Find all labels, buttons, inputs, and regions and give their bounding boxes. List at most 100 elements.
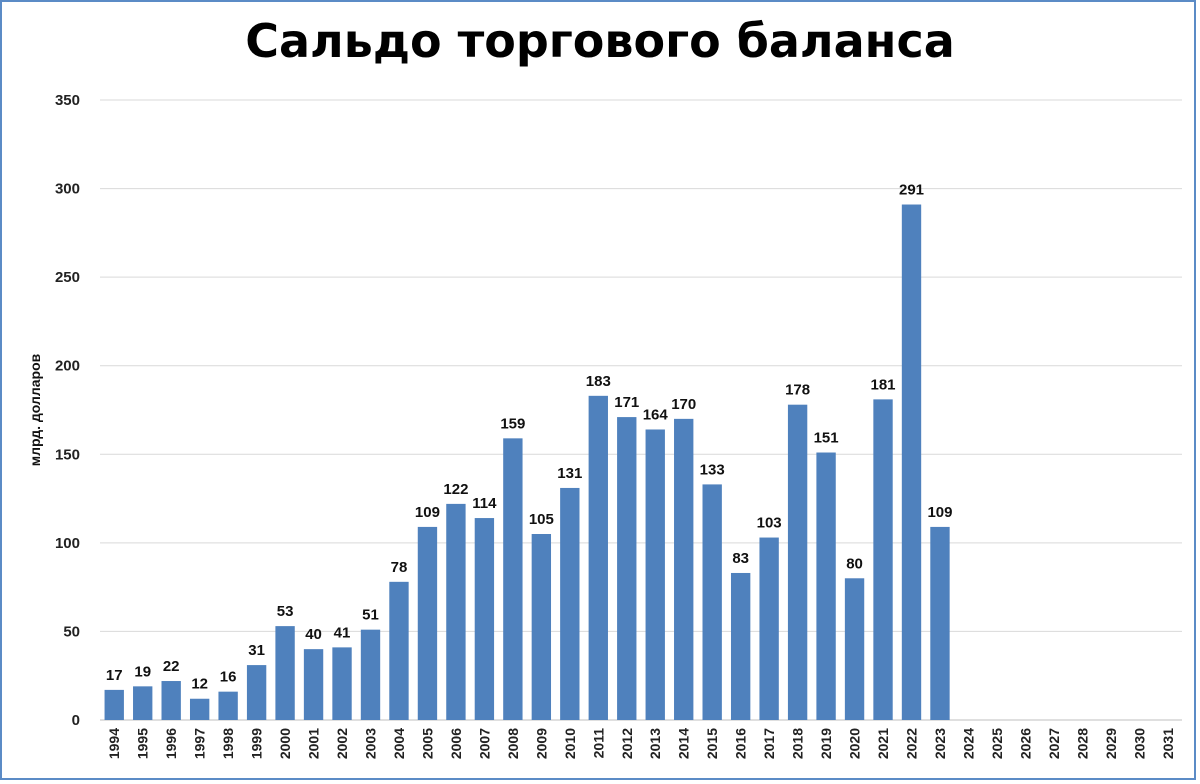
bar (360, 629, 381, 720)
bar (161, 681, 181, 720)
data-label: 114 (472, 495, 497, 512)
data-label: 103 (757, 515, 782, 532)
bar (873, 399, 893, 720)
bar (474, 518, 495, 720)
bar (531, 534, 552, 720)
data-label: 51 (362, 607, 379, 624)
x-tick-label: 2029 (1103, 728, 1119, 759)
x-tick-label: 1997 (192, 728, 208, 759)
data-label: 19 (134, 663, 151, 680)
x-tick-label: 2013 (647, 728, 663, 759)
x-tick-label: 2010 (562, 728, 578, 759)
data-label: 164 (643, 406, 669, 423)
data-label: 53 (277, 603, 294, 620)
x-axis-ticks: 1994 1995 1996 1997 1998 1999 2000 2001 2002 2003… (106, 728, 1176, 759)
x-tick-label: 2004 (391, 728, 407, 759)
y-tick-label: 350 (55, 92, 80, 109)
x-tick-label: 2019 (818, 728, 834, 759)
x-tick-label: 2030 (1131, 728, 1147, 759)
bar (104, 689, 124, 720)
y-tick-label: 50 (63, 623, 80, 640)
data-label: 83 (732, 550, 749, 567)
bar (275, 626, 295, 720)
x-tick-label: 2001 (306, 728, 322, 759)
x-tick-label: 2009 (533, 728, 549, 759)
bar (189, 698, 210, 720)
bars (104, 204, 950, 720)
data-label: 122 (443, 481, 468, 498)
data-label: 133 (700, 461, 725, 478)
y-tick-label: 300 (55, 181, 80, 198)
bar (645, 429, 665, 720)
x-tick-label: 2014 (676, 728, 692, 759)
x-tick-label: 2006 (448, 728, 464, 759)
bar (332, 647, 352, 720)
data-label: 16 (220, 669, 237, 686)
x-tick-label: 2017 (761, 728, 777, 759)
bar (730, 572, 751, 720)
x-tick-label: 2015 (704, 728, 720, 759)
bar (133, 686, 153, 720)
data-label: 151 (814, 430, 839, 447)
x-tick-label: 2018 (790, 728, 806, 759)
x-tick-label: 1999 (249, 728, 265, 759)
x-tick-label: 2027 (1046, 728, 1062, 759)
bar (844, 578, 865, 720)
x-tick-label: 2005 (419, 728, 435, 759)
bar (901, 204, 922, 720)
x-tick-label: 1994 (106, 728, 122, 759)
bar (503, 438, 523, 720)
bar (417, 526, 438, 720)
bar (674, 418, 694, 720)
data-label: 181 (871, 376, 896, 393)
x-tick-label: 2008 (505, 728, 521, 759)
data-label: 109 (927, 504, 952, 521)
y-axis-label: млрд. долларов (27, 353, 43, 466)
data-label: 31 (248, 642, 265, 659)
x-tick-label: 2025 (989, 728, 1005, 759)
chart-title: Сальдо торгового баланса (245, 14, 955, 68)
x-tick-label: 2023 (932, 728, 948, 759)
data-label: 109 (415, 504, 440, 521)
x-tick-label: 1996 (163, 728, 179, 759)
x-tick-label: 2016 (733, 728, 749, 759)
data-label: 12 (191, 676, 208, 693)
x-tick-label: 2026 (1017, 728, 1033, 759)
y-tick-label: 0 (72, 712, 80, 729)
data-label: 183 (586, 373, 611, 390)
x-tick-label: 2031 (1160, 728, 1176, 759)
x-tick-label: 2011 (590, 728, 606, 759)
bar (930, 526, 950, 720)
data-label: 40 (305, 626, 322, 643)
data-label: 159 (500, 415, 525, 432)
data-label: 78 (391, 559, 408, 576)
data-label: 22 (163, 658, 180, 675)
bar (560, 487, 580, 720)
x-tick-label: 2022 (904, 728, 920, 759)
bar (787, 404, 808, 720)
data-label: 80 (846, 555, 863, 572)
data-label: 170 (671, 396, 696, 413)
data-label: 41 (334, 624, 351, 641)
x-tick-label: 2021 (875, 728, 891, 759)
bar (702, 484, 722, 720)
y-axis-ticks: 0 50 100 150 200 250 300 350 (55, 92, 80, 729)
bar (218, 691, 238, 720)
x-tick-label: 2020 (847, 728, 863, 759)
bar (816, 452, 836, 720)
y-tick-label: 200 (55, 358, 80, 375)
bar (588, 395, 608, 720)
bar (617, 417, 637, 720)
bar (303, 649, 324, 720)
data-label: 291 (899, 182, 924, 199)
bar (389, 581, 409, 720)
data-label: 105 (529, 511, 554, 528)
x-tick-label: 2012 (619, 728, 635, 759)
x-tick-label: 1995 (135, 728, 151, 759)
x-tick-label: 2024 (960, 728, 976, 759)
data-label: 131 (557, 465, 582, 482)
data-label: 178 (785, 382, 810, 399)
y-tick-label: 100 (55, 535, 80, 552)
x-tick-label: 2002 (334, 728, 350, 759)
